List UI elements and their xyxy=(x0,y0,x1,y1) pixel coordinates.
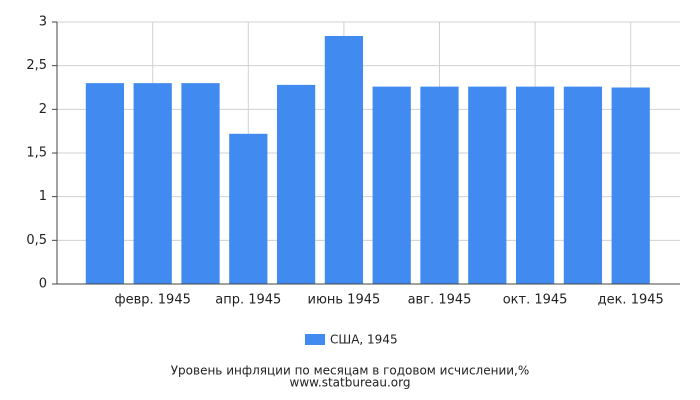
bar xyxy=(611,87,650,284)
x-tick-label: февр. 1945 xyxy=(115,293,191,308)
bar xyxy=(181,83,220,284)
y-tick-label: 3 xyxy=(39,15,47,30)
chart-caption: Уровень инфляции по месяцам в годовом ис… xyxy=(171,364,530,378)
bar xyxy=(276,84,316,284)
legend-label: США, 1945 xyxy=(330,333,398,347)
bar xyxy=(133,83,172,284)
x-tick-label: апр. 1945 xyxy=(215,293,281,308)
bar xyxy=(85,83,125,284)
bar xyxy=(420,86,459,284)
chart-source: www.statbureau.org xyxy=(290,376,411,390)
bar xyxy=(324,35,364,285)
bar xyxy=(229,133,268,284)
legend-swatch xyxy=(305,334,325,345)
bar xyxy=(468,86,507,284)
x-tick-label: дек. 1945 xyxy=(598,293,664,308)
y-tick-label: 0,5 xyxy=(26,233,47,248)
x-tick-label: авг. 1945 xyxy=(408,293,472,308)
y-tick-label: 2 xyxy=(39,102,47,117)
x-tick-label: окт. 1945 xyxy=(503,293,568,308)
bar xyxy=(372,86,411,284)
y-tick-label: 1,5 xyxy=(26,146,47,161)
y-tick-label: 0 xyxy=(39,277,47,292)
x-tick-label: июнь 1945 xyxy=(308,293,381,308)
bar xyxy=(515,86,555,284)
y-tick-label: 2,5 xyxy=(26,58,47,73)
bar xyxy=(563,86,603,284)
y-tick-label: 1 xyxy=(39,189,47,204)
